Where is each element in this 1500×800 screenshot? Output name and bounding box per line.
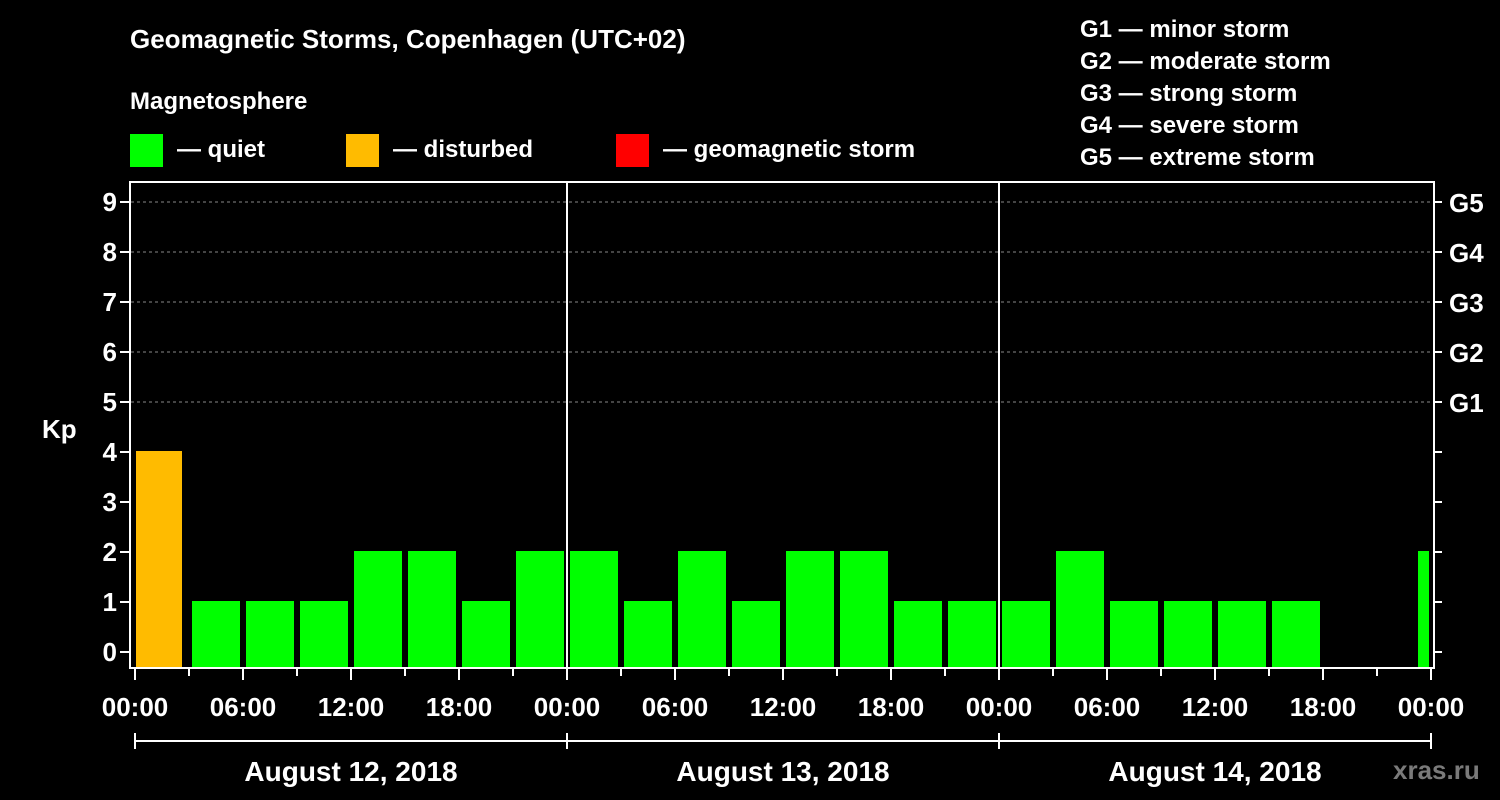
bar-2 xyxy=(246,601,294,668)
x-tick-label-6: 12:00 xyxy=(750,692,817,722)
y-tick-label-3: 3 xyxy=(103,487,117,517)
x-tick-label-3: 18:00 xyxy=(426,692,493,722)
bar-4 xyxy=(354,551,402,668)
right-axis-label-g5: G5 xyxy=(1449,188,1484,218)
bar-17 xyxy=(1056,551,1104,668)
bar-3 xyxy=(300,601,348,668)
bar-13 xyxy=(840,551,888,668)
bar-7 xyxy=(516,551,564,668)
bar-11 xyxy=(732,601,780,668)
bar-18 xyxy=(1110,601,1158,668)
x-tick-label-1: 06:00 xyxy=(210,692,277,722)
tick-labels: 0 1 2 3 4 5 6 7 8 9 G1 G2 G3 G4 G5 00:00 06:00 12:00 18:00… xyxy=(102,187,1484,787)
x-tick-label-8: 00:00 xyxy=(966,692,1033,722)
bar-1 xyxy=(192,601,240,668)
bar-20 xyxy=(1218,601,1266,668)
bar-10 xyxy=(678,551,726,668)
y-tick-label-7: 7 xyxy=(103,287,117,317)
x-tick-label-0: 00:00 xyxy=(102,692,169,722)
storm-scale-item-g1: G1 — minor storm xyxy=(1080,16,1289,43)
x-tick-label-11: 18:00 xyxy=(1290,692,1357,722)
x-tick-label-9: 06:00 xyxy=(1074,692,1141,722)
bar-23 xyxy=(1418,551,1429,668)
bar-8 xyxy=(570,551,618,668)
legend-swatch-geomagnetic-storm xyxy=(616,134,649,167)
y-tick-label-8: 8 xyxy=(103,237,117,267)
legend: — quiet — disturbed — geomagnetic storm xyxy=(130,134,915,167)
bar-14 xyxy=(894,601,942,668)
bar-6 xyxy=(462,601,510,668)
x-tick-label-4: 00:00 xyxy=(534,692,601,722)
y-axis-label: Kp xyxy=(42,414,77,444)
legend-label-quiet: — quiet xyxy=(177,136,265,163)
legend-swatch-disturbed xyxy=(346,134,379,167)
storm-scale-item-g2: G2 — moderate storm xyxy=(1080,48,1331,75)
axes xyxy=(120,181,1442,749)
bar-21 xyxy=(1272,601,1320,668)
bar-0 xyxy=(136,451,182,668)
bars xyxy=(136,451,1429,668)
y-tick-label-0: 0 xyxy=(103,637,117,667)
y-tick-label-4: 4 xyxy=(103,437,118,467)
right-axis-label-g2: G2 xyxy=(1449,338,1484,368)
chart-title: Geomagnetic Storms, Copenhagen (UTC+02) xyxy=(130,24,685,54)
storm-scale-item-g5: G5 — extreme storm xyxy=(1080,144,1315,171)
legend-label-disturbed: — disturbed xyxy=(393,136,533,163)
day-label-2: August 14, 2018 xyxy=(1108,756,1321,787)
y-tick-label-9: 9 xyxy=(103,187,117,217)
day-label-1: August 13, 2018 xyxy=(676,756,889,787)
x-tick-label-2: 12:00 xyxy=(318,692,385,722)
x-tick-label-10: 12:00 xyxy=(1182,692,1249,722)
plot-frame xyxy=(129,181,1435,669)
bar-9 xyxy=(624,601,672,668)
bar-19 xyxy=(1164,601,1212,668)
x-tick-label-5: 06:00 xyxy=(642,692,709,722)
legend-label-geomagnetic-storm: — geomagnetic storm xyxy=(663,136,915,163)
y-tick-label-5: 5 xyxy=(103,387,117,417)
storm-scale-item-g4: G4 — severe storm xyxy=(1080,112,1299,139)
watermark: xras.ru xyxy=(1393,755,1480,785)
right-axis-label-g4: G4 xyxy=(1449,238,1484,268)
storm-scale-item-g3: G3 — strong storm xyxy=(1080,80,1297,107)
grid-lines xyxy=(131,201,1433,403)
y-tick-label-2: 2 xyxy=(103,537,117,567)
storm-scale-legend: G1 — minor storm G2 — moderate storm G3 … xyxy=(1080,16,1331,171)
right-axis-label-g3: G3 xyxy=(1449,288,1484,318)
right-axis-label-g1: G1 xyxy=(1449,388,1484,418)
x-tick-label-7: 18:00 xyxy=(858,692,925,722)
x-tick-label-12: 00:00 xyxy=(1398,692,1465,722)
y-tick-label-1: 1 xyxy=(103,587,117,617)
legend-title: Magnetosphere xyxy=(130,88,307,115)
y-tick-label-6: 6 xyxy=(103,337,117,367)
legend-swatch-quiet xyxy=(130,134,163,167)
bar-15 xyxy=(948,601,996,668)
bar-12 xyxy=(786,551,834,668)
day-label-0: August 12, 2018 xyxy=(244,756,457,787)
bar-16 xyxy=(1002,601,1050,668)
bar-5 xyxy=(408,551,456,668)
